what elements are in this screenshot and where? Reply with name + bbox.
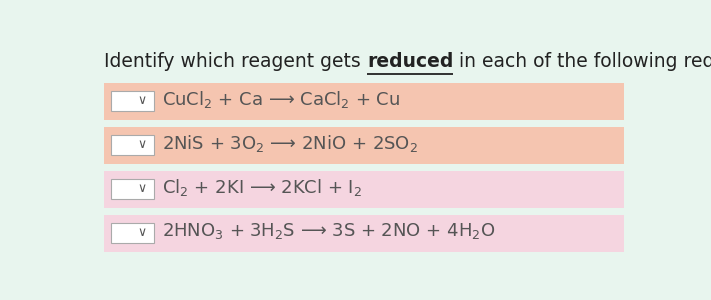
Bar [111, 92, 154, 111]
Bar [105, 171, 624, 208]
Bar [105, 215, 624, 251]
Bar [111, 135, 154, 155]
Bar [105, 127, 624, 164]
Bar [111, 223, 154, 242]
Bar [105, 83, 624, 120]
Text: ∨: ∨ [137, 226, 146, 239]
Text: CuCl$_2$ + Ca ⟶ CaCl$_2$ + Cu: CuCl$_2$ + Ca ⟶ CaCl$_2$ + Cu [162, 89, 400, 110]
Text: ∨: ∨ [137, 182, 146, 195]
Text: 2NiS + 3O$_2$ ⟶ 2NiO + 2SO$_2$: 2NiS + 3O$_2$ ⟶ 2NiO + 2SO$_2$ [162, 133, 418, 154]
Text: ∨: ∨ [137, 138, 146, 151]
Text: Cl$_2$ + 2KI ⟶ 2KCl + I$_2$: Cl$_2$ + 2KI ⟶ 2KCl + I$_2$ [162, 177, 363, 198]
Text: Identify which reagent gets: Identify which reagent gets [105, 52, 367, 71]
Text: reduced: reduced [367, 52, 454, 71]
Text: ∨: ∨ [137, 94, 146, 107]
Text: in each of the following redox reactions.: in each of the following redox reactions… [454, 52, 711, 71]
Bar [111, 179, 154, 199]
Text: 2HNO$_3$ + 3H$_2$S ⟶ 3S + 2NO + 4H$_2$O: 2HNO$_3$ + 3H$_2$S ⟶ 3S + 2NO + 4H$_2$O [162, 221, 496, 242]
